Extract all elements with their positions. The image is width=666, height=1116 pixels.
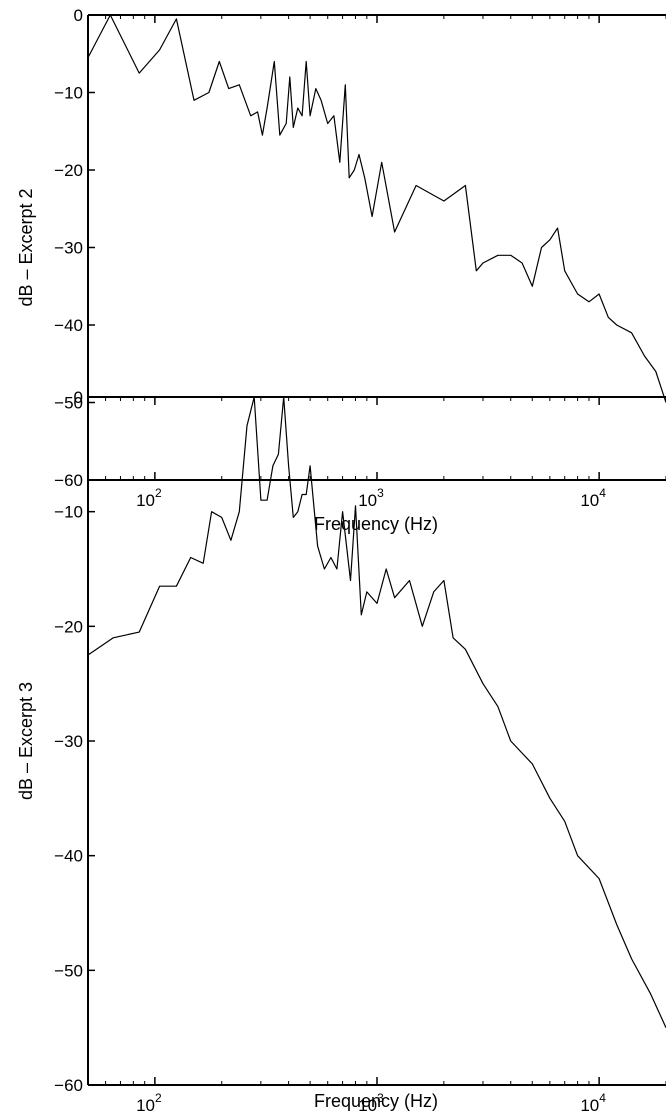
x-axis-label: Frequency (Hz): [314, 514, 438, 534]
x-tick-label: 102: [136, 1091, 162, 1115]
y-axis-label: dB – Excerpt 3: [16, 682, 36, 800]
y-tick-label: −40: [54, 316, 83, 335]
y-tick-label: −30: [54, 239, 83, 258]
x-tick-label: 104: [580, 1091, 606, 1115]
x-tick-label: 103: [358, 486, 384, 510]
y-tick-label: −20: [54, 161, 83, 180]
x-tick-label: 104: [580, 486, 606, 510]
y-tick-label: −10: [54, 503, 83, 522]
series-line: [87, 396, 666, 1028]
x-tick-label: 102: [136, 486, 162, 510]
chart-panel-excerpt-3: 0 −10 −20 −30 −40 −50 −60 102 103 104 Frequency (H…: [16, 388, 666, 1115]
y-tick-label: 0: [74, 388, 83, 407]
y-tick-label: 0: [74, 6, 83, 25]
y-tick-label: −10: [54, 84, 83, 103]
y-tick-label: −20: [54, 617, 83, 636]
y-tick-label: −30: [54, 732, 83, 751]
x-tick-label: 103: [358, 1091, 384, 1115]
y-tick-label: −50: [54, 394, 83, 413]
y-tick-label: −60: [54, 1076, 83, 1095]
chart-panel-excerpt-2: 0 −10 −20 −30 −40 −50 −60 102 103 104 Frequency (H…: [16, 6, 666, 534]
y-tick-label: −40: [54, 847, 83, 866]
y-tick-label: −60: [54, 471, 83, 490]
series-line: [87, 14, 666, 403]
y-axis-label: dB – Excerpt 2: [16, 188, 36, 306]
y-tick-label: −50: [54, 961, 83, 980]
x-axis-label: Frequency (Hz): [314, 1091, 438, 1111]
